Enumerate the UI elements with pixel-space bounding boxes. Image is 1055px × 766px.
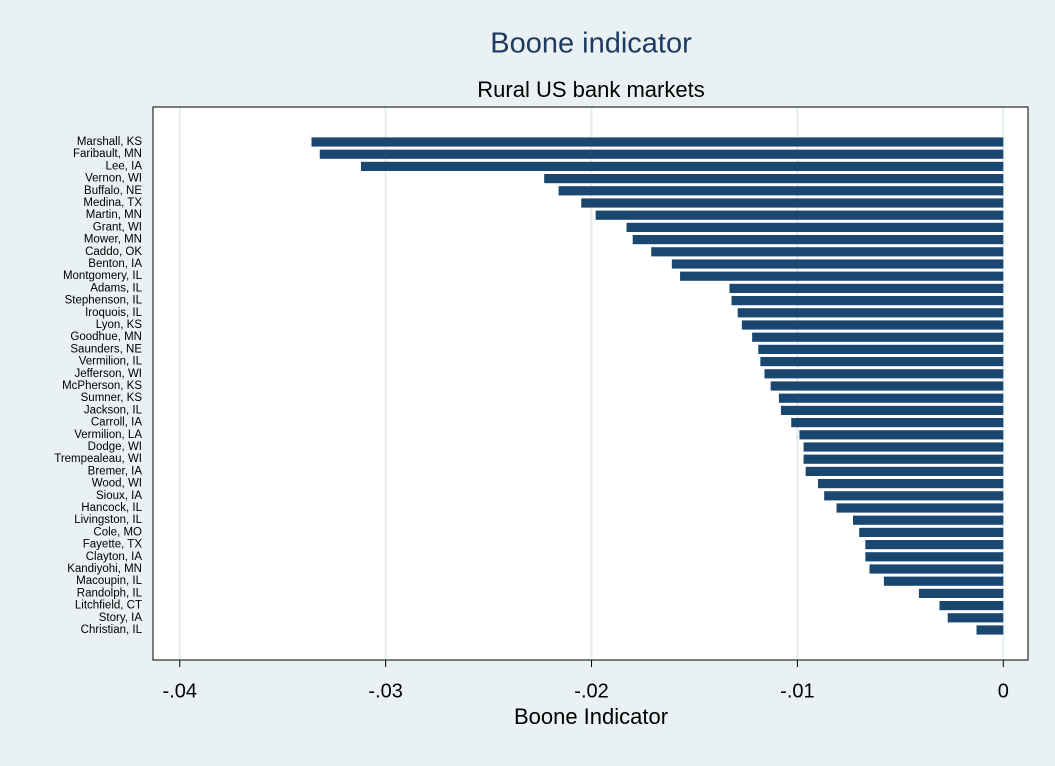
y-tick-label: Story, IA [99,612,143,624]
bar [752,332,1004,342]
x-tick-label: -.03 [368,680,402,702]
y-tick-label: Livingston, IL [74,514,142,526]
x-tick-label: -.01 [780,680,814,702]
y-tick-label: Jefferson, WI [74,368,142,380]
y-tick-label: Litchfield, CT [75,600,142,612]
y-tick-label: Benton, IA [88,258,142,270]
bar [651,247,1004,257]
y-tick-label: Trempealeau, WI [54,453,142,465]
chart-subtitle: Rural US bank markets [477,77,704,102]
y-tick-label: Marshall, KS [77,136,143,148]
y-tick-label: Grant, WI [93,221,142,233]
y-tick-label: Vernon, WI [85,173,142,185]
bar [803,442,1004,452]
y-tick-label: Faribault, MN [73,148,142,160]
y-tick-label: Caddo, OK [85,246,142,258]
bar [859,527,1004,537]
y-tick-label: Carroll, IA [91,417,142,429]
bar [626,222,1004,232]
bar [311,137,1004,147]
bar [770,381,1004,391]
bar [803,454,1004,464]
y-tick-label: Christian, IL [81,624,143,636]
y-tick-label: Randolph, IL [77,587,143,599]
y-tick-label: Jackson, IL [84,404,143,416]
chart-title: Boone indicator [490,28,692,60]
bar [883,576,1004,586]
bar [799,430,1004,440]
x-tick-label: -.04 [163,680,197,702]
x-tick-label: -.02 [574,680,608,702]
bar [780,405,1004,415]
bar [319,149,1004,159]
bar [865,552,1004,562]
bar [976,625,1004,635]
y-tick-label: Dodge, WI [88,441,142,453]
y-tick-label: Sumner, KS [81,392,143,404]
y-tick-label: Vermilion, IL [79,356,143,368]
y-tick-label: Hancock, IL [81,502,142,514]
bar [632,235,1004,245]
y-tick-label: Mower, MN [84,234,142,246]
bar [865,540,1004,550]
y-tick-label: McPherson, KS [62,380,142,392]
bar [680,271,1004,281]
bar [671,259,1004,269]
y-tick-label: Lyon, KS [96,319,143,331]
bar [581,198,1004,208]
y-tick-label: Macoupin, IL [76,575,142,587]
bar [918,588,1004,598]
y-tick-label: Goodhue, MN [70,331,142,343]
y-tick-label: Bremer, IA [88,465,143,477]
bar [741,320,1004,330]
bar [869,564,1004,574]
bar [729,283,1004,293]
bar [853,515,1004,525]
y-tick-label: Wood, WI [92,478,142,490]
y-tick-label: Saunders, NE [70,343,142,355]
y-tick-label: Sioux, IA [96,490,142,502]
bar [760,357,1004,367]
bar [360,161,1004,171]
y-tick-label: Adams, IL [90,282,142,294]
bar [791,418,1004,428]
y-tick-label: Cole, MO [93,526,142,538]
y-tick-label: Lee, IA [106,160,143,172]
bar [947,613,1004,623]
bar [595,210,1004,220]
bar [737,308,1004,318]
bar [778,393,1004,403]
x-axis-label: Boone Indicator [514,704,668,729]
y-tick-label: Buffalo, NE [84,185,142,197]
y-tick-label: Vermilion, LA [74,429,142,441]
y-tick-label: Clayton, IA [86,551,143,563]
bar [731,296,1004,306]
bar [558,186,1004,196]
bar [818,479,1004,489]
bar [805,466,1004,476]
y-tick-label: Montgomery, IL [63,270,143,282]
y-tick-label: Stephenson, IL [65,295,143,307]
y-tick-label: Kandiyohi, MN [67,563,142,575]
bar [824,491,1004,501]
bar [764,369,1004,379]
bar [758,344,1004,354]
y-tick-label: Fayette, TX [83,539,143,551]
bar [544,174,1004,184]
y-tick-label: Medina, TX [83,197,142,209]
y-tick-label: Martin, MN [86,209,142,221]
bar [939,601,1004,611]
y-tick-label: Iroquois, IL [85,307,142,319]
bar [836,503,1004,513]
x-tick-label: 0 [998,680,1009,702]
